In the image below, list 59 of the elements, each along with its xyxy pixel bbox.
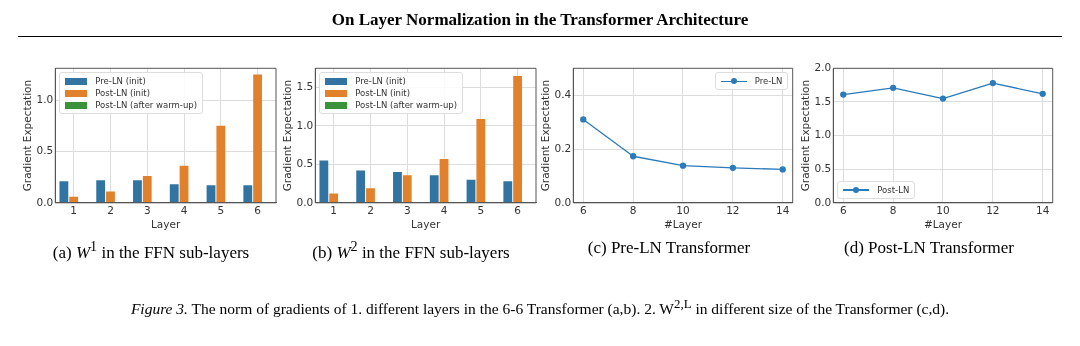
x-axis-title: Layer: [151, 218, 181, 231]
y-tick-label: 0.0: [36, 195, 54, 208]
x-tick-label: 5: [477, 203, 485, 216]
x-tick-label: 5: [217, 203, 225, 216]
x-tick-label: 2: [107, 203, 114, 216]
x-tick-label: 10: [936, 203, 950, 216]
x-tick-label: 1: [70, 203, 78, 216]
text: (b) W$^{2}$ in the FFN sub-layers: [311, 238, 511, 263]
x-tick-label: 6: [839, 203, 847, 216]
x-tick-label: 12: [986, 203, 1000, 216]
y-tick-label: 1.0: [296, 118, 314, 131]
x-tick-label: 3: [403, 203, 411, 216]
x-tick-label: 6: [514, 203, 522, 216]
y-axis-title: Gradient Expectation: [281, 79, 294, 192]
y-tick-label: 1.0: [36, 92, 54, 105]
y-tick-label: 0.5: [36, 144, 54, 157]
text: (c) Pre-LN Transformer: [586, 238, 752, 258]
y-axis-title: Gradient Expectation: [539, 79, 552, 192]
y-tick-label: 0.5: [814, 161, 832, 174]
legend-label: Post-LN (init): [355, 88, 411, 99]
y-tick-label: 0.0: [554, 195, 572, 208]
y-tick-label: 0.0: [296, 195, 314, 208]
legend-label: Post-LN (after warm-up): [95, 100, 198, 111]
legend-label: Pre-LN: [754, 76, 783, 87]
legend-label: Post-LN: [877, 184, 910, 195]
x-tick-label: 4: [440, 203, 448, 216]
legend-label: Pre-LN (init): [95, 76, 146, 87]
y-tick-label: 0.5: [296, 157, 314, 170]
x-tick-label: 10: [676, 203, 690, 216]
legend-label: Pre-LN (init): [355, 76, 406, 87]
x-tick-label: 6: [579, 203, 587, 216]
x-tick-label: 14: [1036, 203, 1050, 216]
x-tick-label: 3: [143, 203, 151, 216]
x-tick-label: 14: [776, 203, 790, 216]
y-tick-label: 0.0: [814, 195, 832, 208]
x-tick-label: 8: [889, 203, 897, 216]
x-tick-label: 2: [367, 203, 374, 216]
x-tick-label: 1: [330, 203, 338, 216]
x-tick-label: 12: [726, 203, 740, 216]
legend-label: Post-LN (init): [95, 88, 151, 99]
y-axis-title: Gradient Expectation: [21, 79, 34, 192]
legend-label: Post-LN (after warm-up): [355, 100, 458, 111]
y-tick-label: 1.0: [814, 128, 832, 141]
x-axis-title: #Layer: [923, 218, 963, 231]
x-tick-label: 6: [254, 203, 262, 216]
text: On Layer Normalization in the Transformer Architecture: [18, 10, 1062, 37]
x-tick-label: 8: [629, 203, 637, 216]
y-axis-title: Gradient Expectation: [799, 79, 812, 192]
y-tick-label: 0.2: [554, 141, 572, 154]
text: (d) Post-LN Transformer: [843, 238, 1015, 258]
x-axis-title: #Layer: [663, 218, 703, 231]
y-tick-label: 0.4: [554, 87, 572, 100]
x-axis-title: Layer: [411, 218, 441, 231]
y-tick-label: 1.5: [814, 94, 832, 107]
caption: Figure 3. The norm of gradients of 1. different layers in the 6-6 Transformer (a,b). 2. W$^{2,L}$ in different size of the Transformer (c,d).: [129, 296, 951, 319]
y-tick-label: 1.5: [296, 80, 314, 93]
x-tick-label: 4: [180, 203, 188, 216]
y-tick-label: 2.0: [814, 61, 832, 74]
text: (a) W$^{1}$ in the FFN sub-layers: [51, 238, 251, 263]
